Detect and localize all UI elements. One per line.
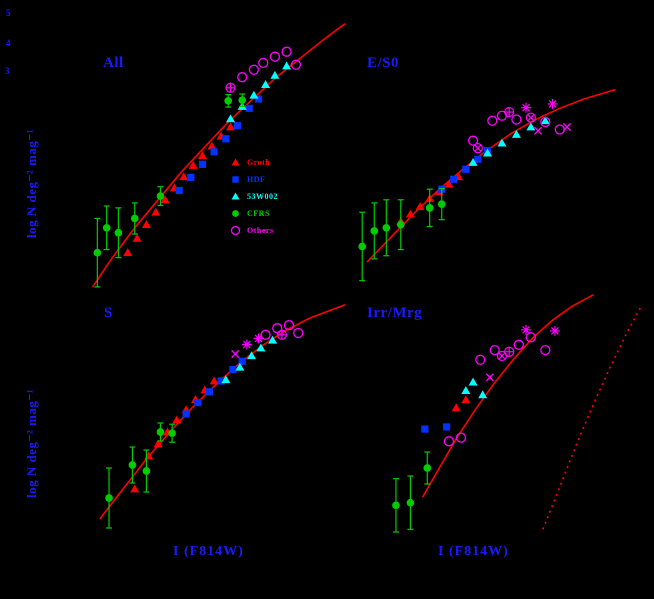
model-curve-solid (99, 304, 346, 520)
series-hdf-square (182, 357, 246, 418)
legend-label: 53W002 (247, 191, 278, 201)
legend-item-hdf: HDF (229, 172, 278, 186)
series-others-circle-open (443, 332, 551, 447)
series-cfrs-circle (105, 422, 176, 529)
legend-item-others: Others (229, 223, 278, 237)
series-groth-triangle (451, 395, 471, 412)
series-hdf-square (175, 95, 263, 195)
series-others-circle-plus (504, 106, 515, 118)
series-cfrs-circle (358, 187, 446, 282)
model-curve-solid (421, 293, 594, 498)
legend-label: Others (247, 225, 274, 235)
legend-item-cfrs: CFRS (229, 206, 278, 220)
panel-title-e-s0: E/S0 (367, 55, 400, 71)
triangle-icon (231, 158, 240, 165)
panel-s (99, 304, 346, 529)
x-axis-label-right: I (F814W) (438, 544, 509, 559)
series-cfrs-circle (392, 451, 432, 533)
series-others-asterisk (521, 324, 560, 336)
model-curve-dotted (542, 304, 643, 530)
circle-icon (232, 209, 239, 217)
panel-all (92, 23, 346, 288)
series-hdf-square (421, 423, 451, 433)
series-others-x (231, 349, 240, 359)
series-53w002-triangle (461, 377, 488, 399)
series-others-asterisk (521, 99, 558, 113)
series-cfrs-circle (93, 93, 247, 288)
model-curve-solid (366, 88, 616, 263)
series-others-asterisk (241, 333, 264, 350)
model-curve-solid (92, 23, 346, 288)
series-53w002-triangle (226, 61, 292, 123)
series-others-circle-plus (225, 82, 236, 93)
panel-irr-mrg (392, 293, 643, 533)
panel-e-s0 (358, 88, 616, 282)
y-tick-label: 4 (6, 38, 11, 48)
circle-open-icon (230, 225, 241, 235)
series-others-circle-open (237, 46, 302, 83)
triangle-icon (231, 192, 240, 199)
legend-item-53w002: 53W002 (229, 189, 278, 203)
series-others-circle-plus (276, 329, 288, 340)
series-53w002-triangle (468, 116, 550, 166)
panel-title-all: All (103, 55, 124, 71)
series-others-circle-cross (472, 112, 536, 154)
y-tick-label: 5 (6, 8, 11, 18)
series-53w002-triangle (221, 335, 278, 384)
series-others-circle-open (467, 110, 565, 146)
square-icon (232, 175, 239, 183)
panel-title-s: S (104, 305, 113, 321)
series-others-x (485, 373, 495, 382)
series-others-circle-cross (496, 350, 508, 362)
y-axis-label-bottom: log N deg⁻² mag⁻¹ (24, 388, 39, 498)
legend-item-groth: Groth (229, 155, 278, 169)
series-others-circle-open (260, 320, 304, 340)
legend-label: Groth (247, 157, 271, 167)
legend-label: HDF (247, 174, 266, 184)
series-groth-triangle (123, 122, 236, 257)
x-axis-label-left: I (F814W) (173, 544, 244, 559)
legend-label: CFRS (247, 208, 270, 218)
panel-title-irr-mrg: Irr/Mrg (367, 305, 423, 321)
y-tick-label: 3 (5, 66, 10, 76)
y-axis-label-top: log N deg⁻² mag⁻¹ (24, 128, 39, 238)
legend: Groth HDF 53W002 CFRS Others (229, 155, 278, 237)
series-others-x (533, 122, 572, 135)
